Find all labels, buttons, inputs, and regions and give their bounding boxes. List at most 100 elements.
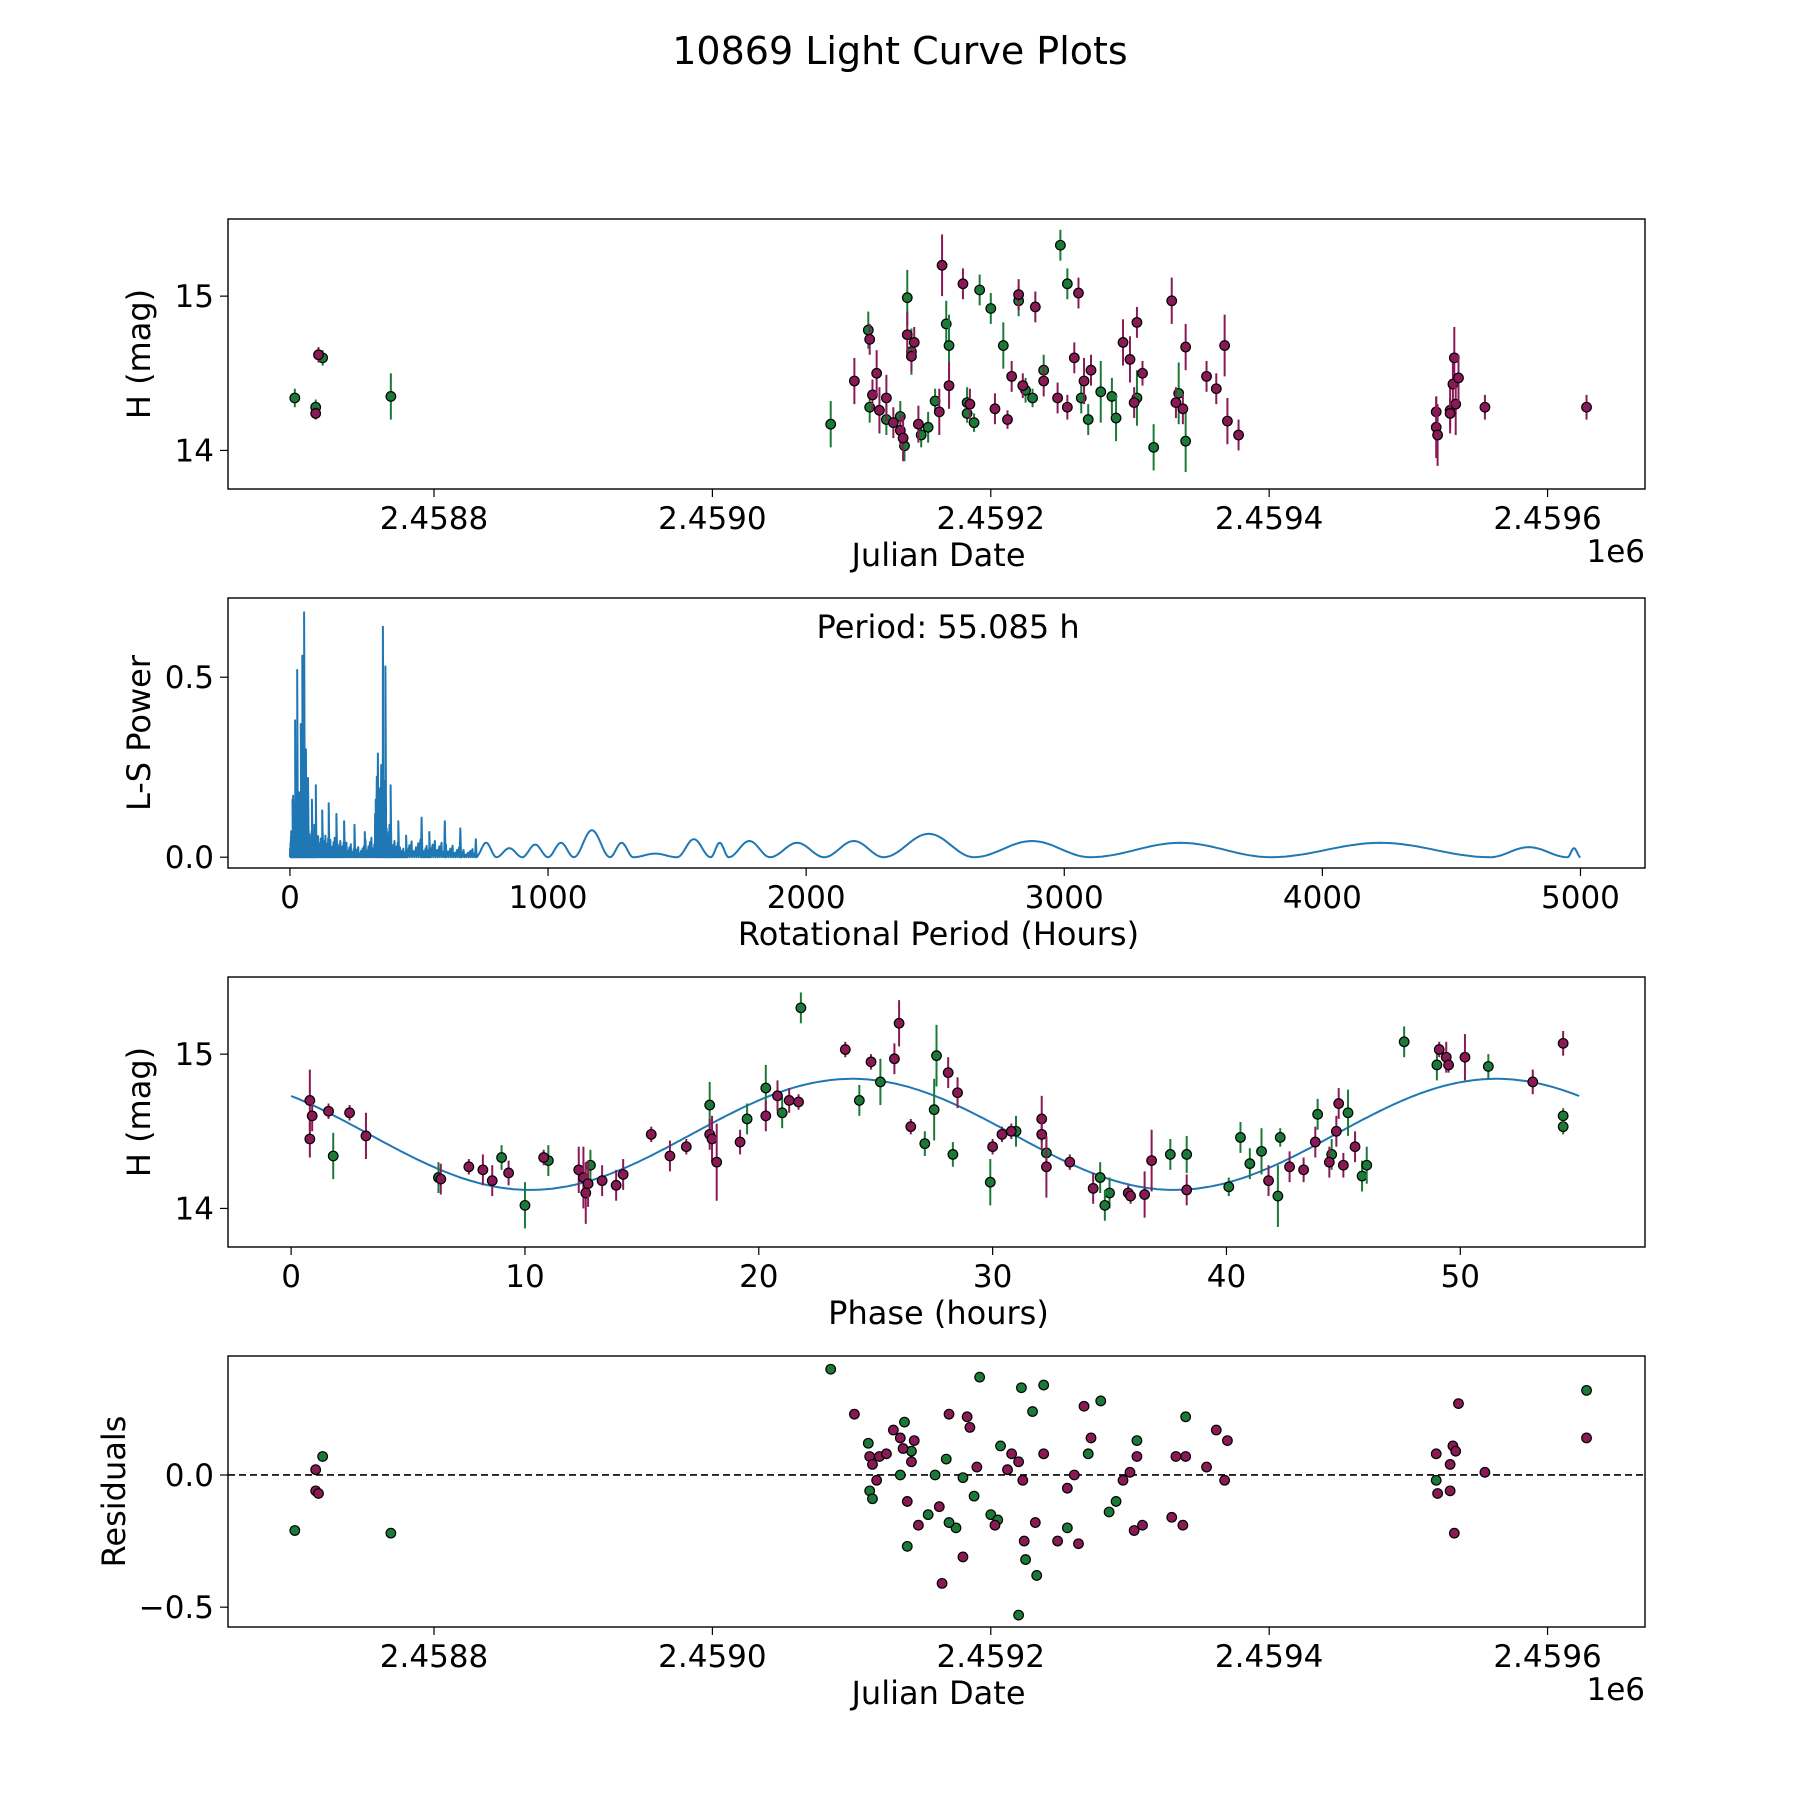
data-point [1201, 370, 1212, 382]
data-point [1005, 1125, 1017, 1137]
data-point [304, 1133, 316, 1145]
data-point [943, 1517, 955, 1528]
data-point [899, 1416, 910, 1428]
data-point [1002, 1464, 1013, 1476]
x-tick-label: 30 [973, 1259, 1012, 1295]
plot-area-periodogram [288, 611, 1581, 859]
x-tick-label: 2.4588 [380, 501, 488, 537]
data-point [1146, 1155, 1158, 1166]
data-point [1094, 1172, 1106, 1183]
data-point [310, 408, 322, 419]
y-tick-label: 15 [175, 279, 214, 315]
x-tick-label: 2.4590 [658, 501, 766, 537]
data-point [734, 1136, 746, 1148]
data-point [1131, 1435, 1143, 1447]
data-point [1181, 1184, 1193, 1196]
data-point [1222, 1435, 1233, 1447]
data-point [1444, 1485, 1456, 1497]
data-point [760, 1110, 772, 1122]
data-point [1013, 289, 1025, 301]
x-tick-label: 2.4596 [1493, 501, 1601, 537]
data-point [871, 1474, 883, 1486]
data-point [1040, 1161, 1052, 1173]
data-point [1054, 239, 1066, 251]
x-tick-label: 2.4594 [1215, 1639, 1323, 1675]
data-point [1027, 1406, 1038, 1417]
data-point [825, 1363, 837, 1375]
data-point [1180, 341, 1192, 353]
x-tick-label: 3000 [1025, 880, 1104, 916]
data-point [864, 333, 876, 345]
data-point [1235, 1132, 1246, 1143]
data-point [1061, 1522, 1073, 1534]
data-point [942, 1067, 954, 1079]
data-point [1078, 375, 1090, 387]
data-point [1002, 414, 1013, 425]
data-point [776, 1107, 788, 1119]
series-purple [310, 234, 1592, 466]
data-point [1013, 1456, 1025, 1468]
data-point [610, 1179, 622, 1191]
data-point [968, 1490, 980, 1502]
data-point [1006, 370, 1018, 382]
data-point [957, 278, 969, 290]
data-point [1038, 1448, 1050, 1460]
data-point [1068, 352, 1080, 364]
data-point [964, 1421, 976, 1433]
data-point [853, 1095, 865, 1106]
x-axis-label: Phase (hours) [828, 1294, 1049, 1332]
data-point [1124, 1466, 1136, 1478]
data-point [936, 259, 948, 271]
data-point [989, 1519, 1001, 1531]
data-point [1444, 408, 1456, 419]
data-point [1244, 1158, 1256, 1170]
plot-area-residuals [228, 1363, 1645, 1621]
data-point [905, 1121, 917, 1133]
data-point [1274, 1132, 1286, 1143]
data-point [1017, 1474, 1029, 1486]
data-point [887, 1424, 899, 1436]
data-point [1117, 1474, 1129, 1486]
data-point [1453, 1398, 1464, 1409]
data-point [971, 1461, 983, 1473]
data-point [1430, 1448, 1442, 1460]
data-point [1038, 375, 1050, 387]
data-point [1029, 1517, 1041, 1528]
data-point [913, 418, 924, 430]
data-point [463, 1161, 475, 1173]
data-point [848, 375, 860, 387]
data-point [306, 1110, 318, 1122]
data-point [617, 1169, 629, 1180]
x-offset-label: 1e6 [1586, 1672, 1645, 1708]
data-point [783, 1095, 795, 1106]
data-point [1330, 1125, 1342, 1137]
axes-frame [227, 1355, 1646, 1628]
data-point [901, 329, 913, 341]
data-point [582, 1178, 594, 1190]
data-point [865, 1056, 877, 1068]
data-point [1450, 1445, 1462, 1457]
data-point [1052, 392, 1063, 404]
data-point [947, 1149, 959, 1160]
x-tick-label: 40 [1207, 1259, 1246, 1295]
data-point [929, 1469, 941, 1481]
x-offset-label: 1e6 [1586, 534, 1645, 570]
data-point [1017, 380, 1029, 392]
data-point [928, 1104, 940, 1116]
data-point [1219, 1474, 1231, 1486]
data-point [1099, 1199, 1111, 1211]
data-point [1433, 1044, 1445, 1055]
y-axis-label: L-S Power [120, 654, 158, 811]
data-point [1430, 1474, 1442, 1486]
data-point [957, 1472, 969, 1484]
data-point [1431, 1059, 1443, 1071]
data-point [931, 1050, 942, 1062]
data-point [894, 1469, 906, 1481]
data-point [1479, 1466, 1491, 1478]
data-point [1448, 1527, 1460, 1539]
data-point [327, 1150, 339, 1162]
y-axis-label: H (mag) [120, 1047, 158, 1177]
data-point [385, 391, 397, 402]
data-point [922, 421, 934, 433]
